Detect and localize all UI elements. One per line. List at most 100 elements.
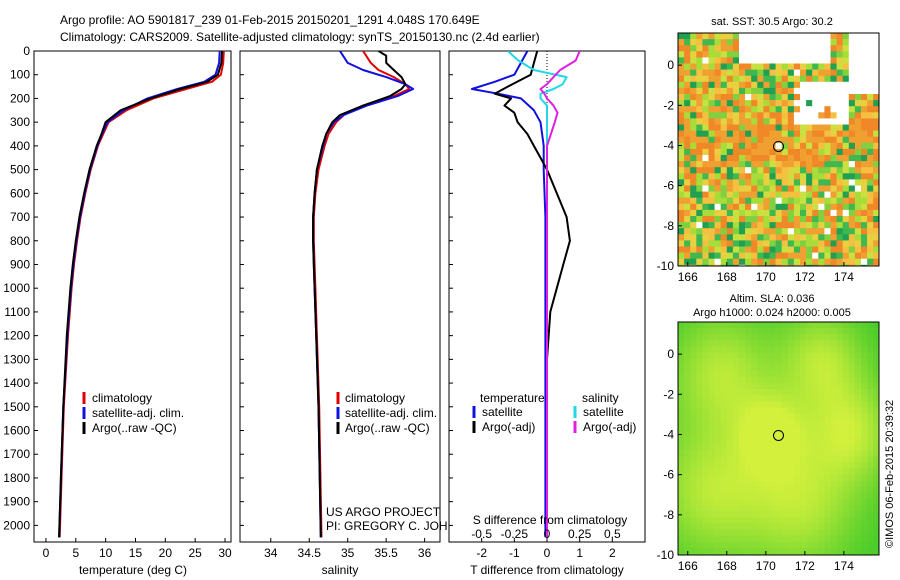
- sla-cell: [848, 383, 856, 390]
- sla-cell: [757, 450, 764, 457]
- sst-cell: [751, 148, 758, 156]
- sst-cell: [739, 246, 746, 253]
- sst-cell: [714, 197, 721, 205]
- sla-cell: [745, 370, 752, 378]
- sst-cell: [769, 100, 776, 107]
- sst-cell: [836, 94, 843, 101]
- sla-cell: [787, 389, 795, 396]
- sst-cell: [751, 51, 758, 58]
- sla-cell: [690, 505, 697, 512]
- sla-cell: [690, 498, 697, 506]
- sla-cell: [696, 376, 703, 384]
- sst-cell: [732, 51, 740, 58]
- sla-cell: [775, 413, 782, 420]
- sla-cell: [757, 370, 764, 378]
- sst-cell: [714, 112, 721, 119]
- sla-cell: [696, 450, 703, 457]
- sst-cell: [745, 167, 752, 174]
- sst-cell: [757, 246, 764, 253]
- sla-cell: [769, 541, 776, 548]
- sla-cell: [848, 492, 856, 500]
- sst-cell: [769, 234, 776, 241]
- sst-cell: [769, 39, 776, 46]
- sla-cell: [690, 413, 697, 420]
- sla-cell: [854, 389, 862, 396]
- sst-cell: [745, 39, 752, 46]
- sla-cell: [806, 462, 813, 469]
- sla-cell: [763, 395, 770, 402]
- sla-cell: [726, 444, 734, 451]
- sla-cell: [708, 468, 715, 475]
- sla-cell: [854, 486, 862, 494]
- sst-cell: [842, 45, 850, 52]
- sla-cell: [678, 547, 685, 555]
- sst-cell: [690, 234, 697, 241]
- sst-cell: [793, 179, 801, 186]
- sst-cell: [818, 264, 825, 266]
- sst-cell: [732, 63, 740, 70]
- sla-cell: [739, 498, 746, 506]
- sla-cell: [842, 413, 850, 420]
- sst-cell: [726, 264, 734, 266]
- sst-cell: [836, 191, 843, 198]
- sst-cell: [830, 173, 837, 180]
- sla-cell: [836, 401, 843, 408]
- sst-cell: [781, 33, 789, 40]
- sst-cell: [781, 228, 789, 235]
- sst-cell: [861, 33, 868, 40]
- sla-cell: [769, 352, 776, 359]
- sst-cell: [818, 203, 825, 211]
- sla-cell: [708, 340, 715, 347]
- sla-cell: [726, 462, 734, 469]
- sla-cell: [824, 547, 831, 555]
- sst-cell: [793, 203, 801, 211]
- sla-cell: [726, 541, 734, 548]
- sst-cell: [812, 185, 819, 192]
- sla-cell: [708, 444, 715, 451]
- sst-cell: [757, 142, 764, 150]
- sst-cell: [824, 167, 831, 174]
- sla-cell: [690, 511, 697, 518]
- sst-cell: [775, 228, 782, 235]
- sla-cell: [775, 505, 782, 512]
- sla-cell: [861, 547, 868, 555]
- sla-cell: [861, 346, 868, 353]
- sst-cell: [812, 45, 819, 52]
- sla-cell: [708, 505, 715, 512]
- sla-cell: [806, 474, 813, 481]
- sla-cell: [739, 389, 746, 396]
- sla-cell: [745, 480, 752, 487]
- sst-cell: [708, 81, 715, 89]
- sla-cell: [861, 492, 868, 500]
- sst-cell: [842, 94, 850, 101]
- sst-cell: [696, 87, 703, 95]
- sla-cell: [726, 322, 734, 329]
- sla-cell: [854, 328, 862, 335]
- sla-cell: [678, 370, 685, 378]
- sla-cell: [751, 547, 758, 555]
- sla-cell: [848, 334, 856, 341]
- sst-cell: [854, 240, 862, 247]
- sla-cell: [812, 523, 819, 530]
- sla-cell: [696, 517, 703, 524]
- sst-cell: [818, 246, 825, 253]
- sst-cell: [714, 106, 721, 113]
- sst-cell: [812, 118, 819, 125]
- sla-cell: [861, 370, 868, 378]
- sla-cell: [854, 553, 862, 555]
- sst-cell: [793, 130, 801, 137]
- sst-cell: [848, 191, 856, 198]
- sst-cell: [812, 148, 819, 156]
- sst-cell: [726, 118, 734, 125]
- sst-cell: [763, 173, 770, 180]
- sla-cell: [848, 401, 856, 408]
- sla-cell: [787, 480, 795, 487]
- sla-cell: [830, 553, 837, 555]
- sst-cell: [861, 173, 868, 180]
- sla-cell: [684, 419, 691, 426]
- temperature-panel: 0 5 10 15 20 25 30 010020030040050060070080090…: [3, 44, 232, 577]
- sla-cell: [800, 376, 807, 384]
- sla-cell: [824, 541, 831, 548]
- sst-cell: [867, 246, 874, 253]
- sla-cell: [854, 492, 862, 500]
